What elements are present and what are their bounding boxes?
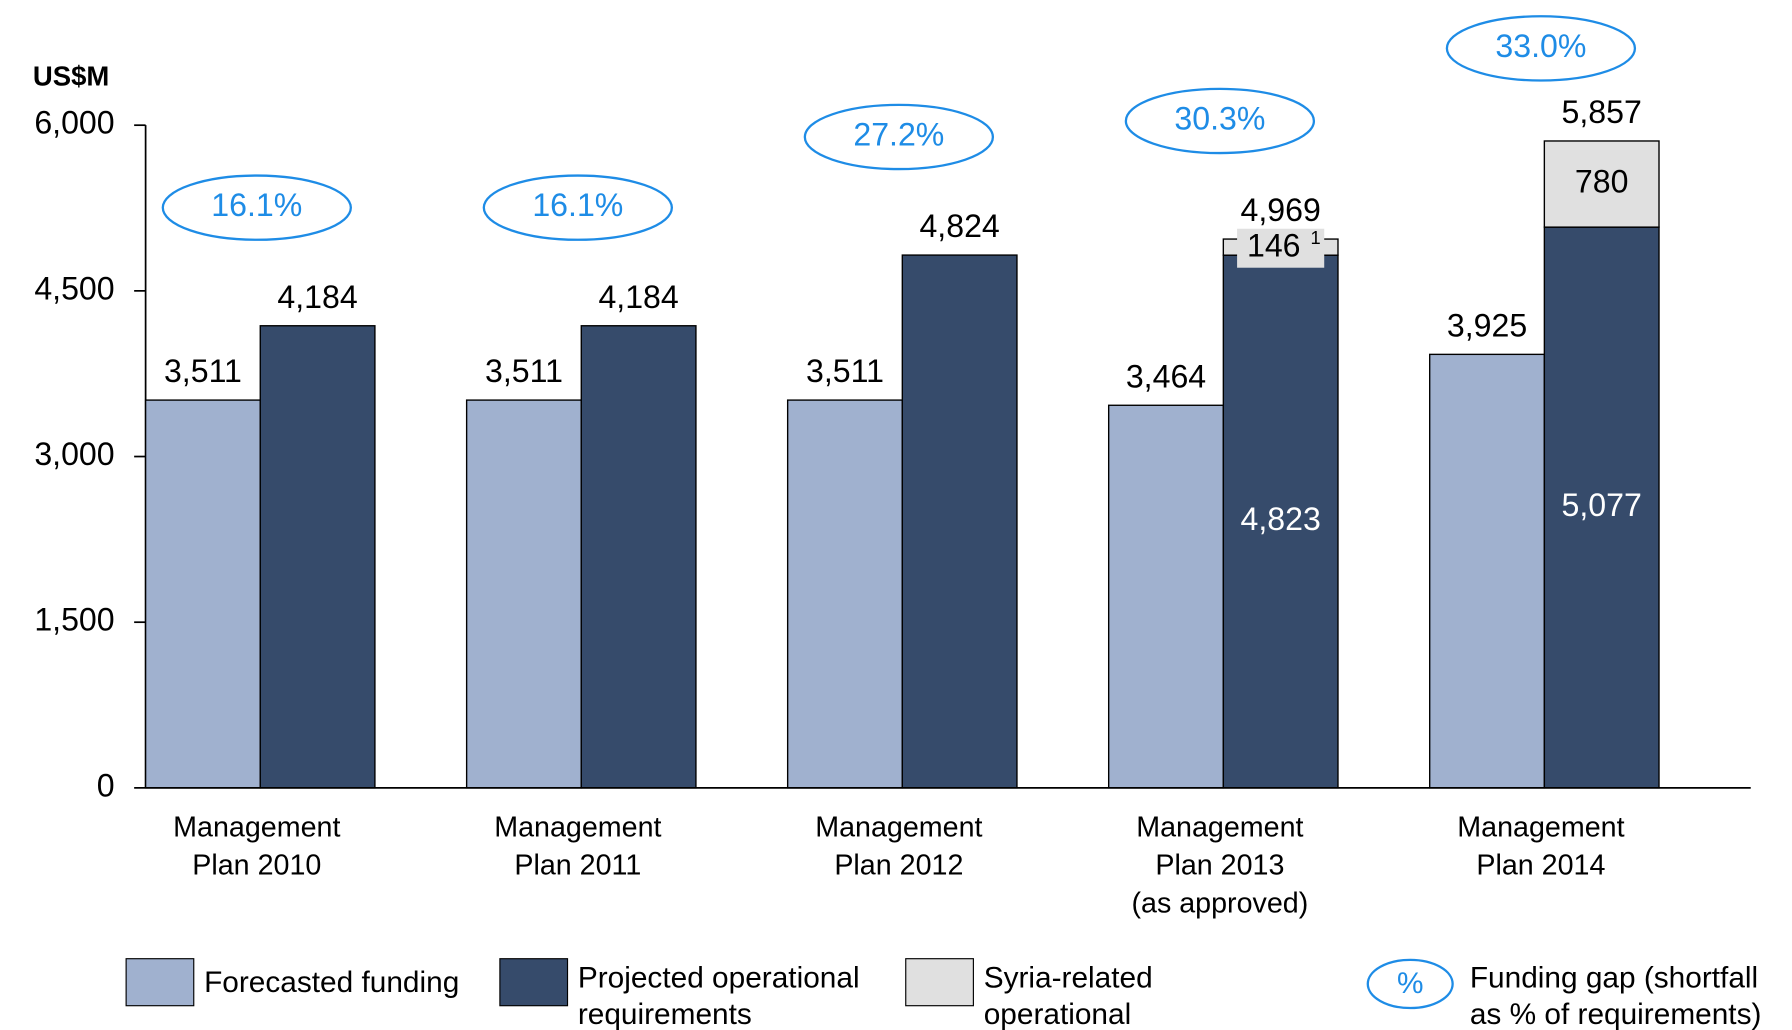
y-tick-label: 4,500 — [34, 270, 114, 306]
bar — [786, 399, 903, 789]
y-tick-label: 6,000 — [34, 105, 114, 141]
bar — [144, 399, 261, 789]
bar — [259, 325, 376, 789]
y-tick-label: 1,500 — [34, 602, 114, 638]
label-box — [1237, 228, 1325, 268]
x-tick-label: Management — [815, 812, 982, 844]
value-label: 5,077 — [1562, 487, 1642, 523]
legend-swatch — [499, 958, 569, 1007]
funding-gap-ellipse — [1124, 87, 1316, 155]
bar — [580, 325, 697, 789]
value-label: 146 — [1247, 228, 1301, 264]
bar — [1222, 254, 1339, 789]
bar — [1543, 226, 1660, 789]
legend-item: Syria-related operational requirements — [983, 959, 1153, 1030]
legend-item: Forecasted funding — [204, 964, 460, 999]
total-label: 4,969 — [1240, 192, 1320, 228]
funding-gap-ellipse — [803, 103, 995, 171]
funding-gap-ellipse — [1445, 15, 1637, 82]
x-tick-label: Management — [1136, 812, 1303, 844]
value-label: 4,184 — [277, 279, 357, 315]
y-tick-label: 0 — [97, 767, 115, 803]
legend-label: Projected operational requirements — [577, 959, 860, 1030]
bar — [465, 399, 582, 789]
x-tick-label: Plan 2014 — [1476, 850, 1605, 882]
value-label: 3,511 — [485, 353, 563, 389]
legend-symbol: % — [1397, 967, 1423, 1000]
legend-swatch — [905, 958, 974, 1007]
x-tick-label: Management — [173, 812, 340, 844]
value-label: 780 — [1575, 164, 1629, 200]
funding-gap-ellipse — [482, 174, 674, 241]
bar — [1107, 404, 1225, 789]
funding-gap-label: 16.1% — [532, 187, 623, 223]
value-label: 4,823 — [1240, 501, 1320, 537]
y-axis-label: US$M — [33, 60, 109, 91]
legend-label: Funding gap (shortfall as % of requireme… — [1469, 959, 1762, 1030]
funding-gap-label: 27.2% — [853, 116, 944, 152]
value-label: 3,511 — [164, 353, 242, 389]
footnote-marker: 1 — [1310, 227, 1320, 248]
value-label: 3,511 — [806, 353, 884, 389]
x-tick-label: Management — [1457, 812, 1624, 844]
funding-gap-ellipse — [161, 174, 352, 241]
x-tick-label: Plan 2013 — [1155, 850, 1284, 882]
x-tick-label: Management — [494, 812, 661, 844]
funding-gap-label: 33.0% — [1495, 28, 1586, 64]
legend-label: Forecasted funding — [204, 964, 460, 999]
bar — [1429, 353, 1546, 789]
x-tick-label: Plan 2010 — [192, 850, 321, 882]
value-label: 3,925 — [1447, 307, 1527, 343]
bar — [901, 254, 1018, 789]
legend-label: Syria-related operational requirements — [983, 959, 1153, 1030]
bar — [1543, 140, 1660, 228]
legend-item: Projected operational requirements — [577, 959, 860, 1030]
total-label: 5,857 — [1562, 94, 1642, 130]
value-label: 4,824 — [919, 208, 999, 244]
legend-item: Funding gap (shortfall as % of requireme… — [1469, 959, 1762, 1030]
x-tick-label: Plan 2012 — [834, 850, 963, 882]
funding-gap-label: 30.3% — [1174, 100, 1265, 136]
funding-gap-label: 16.1% — [211, 187, 302, 223]
x-tick-label: (as approved) — [1131, 887, 1308, 919]
legend-ellipse — [1366, 958, 1454, 1010]
value-label: 3,464 — [1126, 358, 1206, 394]
legend-swatch — [125, 958, 195, 1007]
x-tick-label: Plan 2011 — [514, 850, 641, 882]
y-tick-label: 3,000 — [34, 436, 114, 472]
value-label: 4,184 — [598, 279, 678, 315]
